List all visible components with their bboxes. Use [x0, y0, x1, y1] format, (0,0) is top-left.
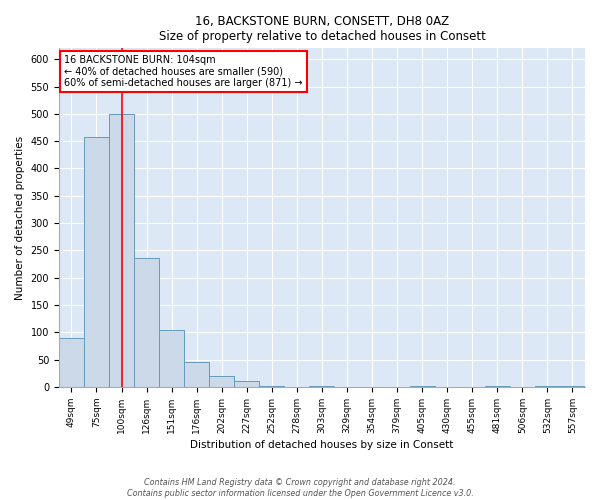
Text: 16 BACKSTONE BURN: 104sqm
← 40% of detached houses are smaller (590)
60% of semi: 16 BACKSTONE BURN: 104sqm ← 40% of detac… [64, 55, 302, 88]
Bar [134, 258, 159, 387]
Bar [259, 386, 284, 387]
Bar [234, 382, 259, 387]
Bar [159, 330, 184, 387]
Bar [184, 362, 209, 387]
Text: Contains HM Land Registry data © Crown copyright and database right 2024.
Contai: Contains HM Land Registry data © Crown c… [127, 478, 473, 498]
Bar [209, 376, 234, 387]
Bar [485, 386, 510, 387]
Bar [560, 386, 585, 387]
Bar [535, 386, 560, 387]
Y-axis label: Number of detached properties: Number of detached properties [15, 136, 25, 300]
Title: 16, BACKSTONE BURN, CONSETT, DH8 0AZ
Size of property relative to detached house: 16, BACKSTONE BURN, CONSETT, DH8 0AZ Siz… [158, 15, 485, 43]
Bar [84, 138, 109, 387]
Bar [410, 386, 434, 387]
X-axis label: Distribution of detached houses by size in Consett: Distribution of detached houses by size … [190, 440, 454, 450]
Bar [59, 338, 84, 387]
Bar [109, 114, 134, 387]
Bar [310, 386, 334, 387]
